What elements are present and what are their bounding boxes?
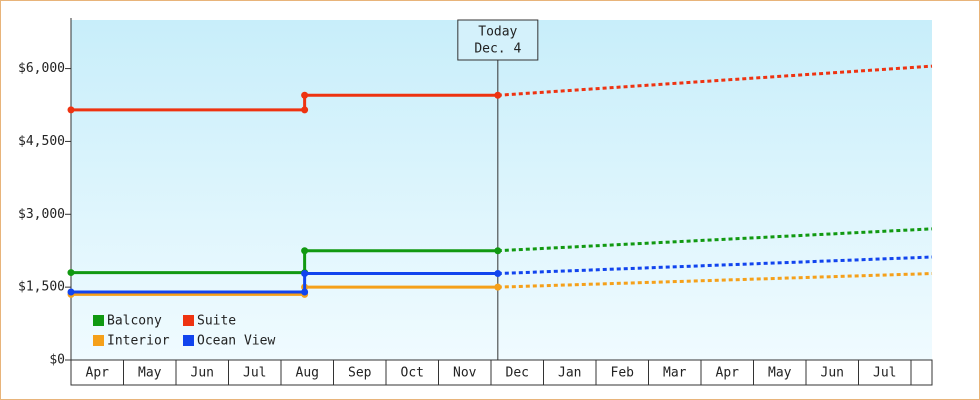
point <box>301 288 309 296</box>
x-tick-label: Apr <box>716 366 740 381</box>
legend-label: Ocean View <box>197 334 275 349</box>
x-tick-label: Jun <box>821 366 844 381</box>
legend-swatch <box>183 315 194 326</box>
x-tick-label: Mar <box>663 366 687 381</box>
point <box>494 283 502 291</box>
x-tick-label: May <box>138 366 162 381</box>
x-tick-label: Aug <box>296 366 319 381</box>
x-tick-label: Jul <box>243 366 266 381</box>
x-tick-label: Nov <box>453 366 477 381</box>
y-tick-label: $0 <box>49 353 65 368</box>
plot-area <box>71 20 932 360</box>
x-tick-label: Sep <box>348 366 372 381</box>
price-line <box>71 272 498 294</box>
x-tick-label: Jun <box>191 366 214 381</box>
point <box>301 91 309 99</box>
legend-label: Balcony <box>107 314 162 329</box>
legend-label: Suite <box>197 314 236 329</box>
point <box>494 91 502 99</box>
x-tick-label: Jul <box>873 366 896 381</box>
point <box>301 270 309 278</box>
x-tick-label: Feb <box>611 366 635 381</box>
x-tick-label: May <box>768 366 792 381</box>
forecast-line <box>497 255 933 276</box>
forecast-line <box>497 227 933 253</box>
legend-swatch <box>93 315 104 326</box>
point <box>67 288 75 296</box>
point <box>67 106 75 114</box>
price-line <box>71 249 498 275</box>
forecast-line <box>497 64 933 97</box>
x-tick-label: Jan <box>558 366 581 381</box>
today-box <box>457 19 539 61</box>
point <box>301 106 309 114</box>
point <box>301 247 309 255</box>
y-tick-label: $3,000 <box>18 207 65 222</box>
point <box>494 247 502 255</box>
y-tick-label: $4,500 <box>18 134 65 149</box>
today-date: Dec. 4 <box>474 42 521 57</box>
y-tick-label: $1,500 <box>18 280 65 295</box>
y-tick-label: $6,000 <box>18 61 65 76</box>
x-tick-label: Apr <box>86 366 110 381</box>
x-tick-label: Oct <box>401 366 424 381</box>
legend-swatch <box>93 335 104 346</box>
today-label: Today <box>478 25 517 40</box>
point <box>67 269 75 277</box>
price-line <box>71 93 498 112</box>
x-tick-label: Dec <box>506 366 529 381</box>
legend-label: Interior <box>107 334 170 349</box>
point <box>494 270 502 278</box>
forecast-line <box>497 272 933 289</box>
legend-swatch <box>183 335 194 346</box>
